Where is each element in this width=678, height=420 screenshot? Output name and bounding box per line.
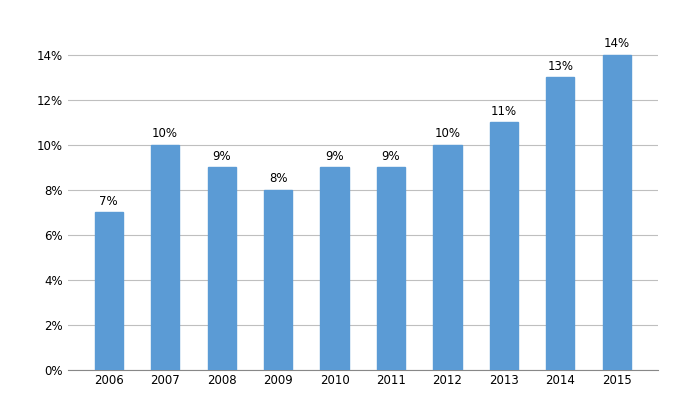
Bar [377,167,405,370]
Bar [207,167,236,370]
Bar [490,122,518,370]
Text: 9%: 9% [325,150,344,163]
Text: 10%: 10% [152,127,178,140]
Text: 8%: 8% [268,172,287,185]
Bar [321,167,348,370]
Bar [546,77,574,370]
Text: 10%: 10% [435,127,460,140]
Text: 13%: 13% [547,60,574,73]
Bar [433,145,462,370]
Text: 9%: 9% [382,150,400,163]
Text: 7%: 7% [100,194,118,207]
Bar [95,212,123,370]
Text: 11%: 11% [491,105,517,118]
Bar [603,55,631,370]
Text: 14%: 14% [603,37,630,50]
Bar [264,190,292,370]
Bar [151,145,179,370]
Text: 9%: 9% [212,150,231,163]
